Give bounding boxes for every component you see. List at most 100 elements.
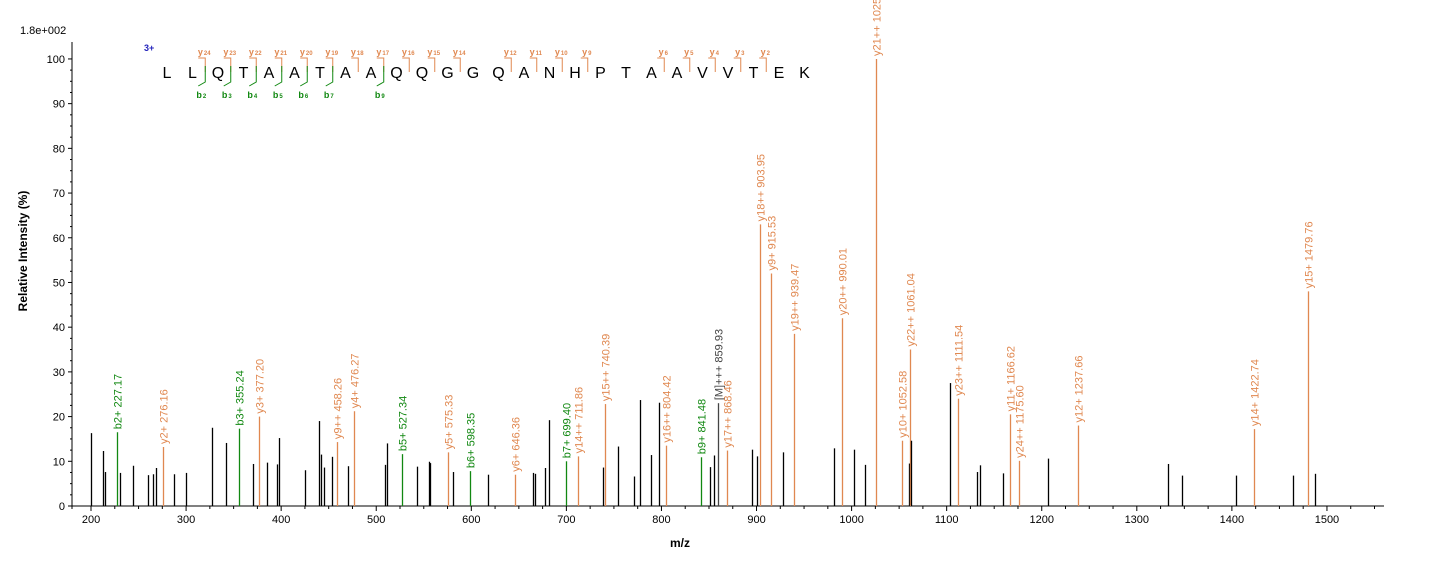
b-ion-bracket <box>325 66 334 87</box>
peak-label: y18++ 903.95 <box>756 154 768 221</box>
peak-label: y3+ 377.20 <box>255 359 267 414</box>
b-ion-label: b6 <box>298 90 309 100</box>
y-ion-bracket <box>376 57 385 72</box>
y-ion-bracket <box>453 57 461 72</box>
y-ion-bracket <box>402 57 410 72</box>
x-tick-label: 1200 <box>1029 514 1053 526</box>
y-tick-label: 90 <box>53 99 65 111</box>
y-tick-label: 100 <box>47 54 65 66</box>
y-ion-number: 15 <box>433 51 440 57</box>
y-ion-label: y19 <box>325 47 338 57</box>
peak-label: y14+ 1422.74 <box>1250 359 1262 426</box>
y-ion-label: y16 <box>402 47 415 57</box>
peak-label: y22++ 1061.04 <box>906 273 918 346</box>
peak-label: y12+ 1237.66 <box>1074 356 1086 423</box>
y-tick-label: 20 <box>53 412 65 424</box>
peak-label: y9++ 458.26 <box>333 378 345 439</box>
residue: T <box>749 65 759 82</box>
residue: L <box>188 65 197 82</box>
x-tick-label: 700 <box>557 514 575 526</box>
b-ion-number: 7 <box>330 94 334 100</box>
residue: Q <box>390 65 402 82</box>
b-ion-label: b5 <box>273 90 284 100</box>
b-ion-bracket <box>376 66 385 87</box>
y-ion-label: y6 <box>659 47 669 57</box>
residue: P <box>595 65 606 82</box>
y-axis-title: Relative Intensity (%) <box>16 191 30 312</box>
y-ion-bracket <box>249 57 257 72</box>
y-ion-label: y20 <box>300 47 313 57</box>
y-ion-number: 16 <box>408 51 415 57</box>
y-tick-label: 80 <box>53 143 65 155</box>
residue: Q <box>416 65 428 82</box>
y-ion-number: 17 <box>382 51 389 57</box>
y-ion-bracket <box>300 57 308 72</box>
y-ion-number: 5 <box>690 51 694 57</box>
y-ion-number: 12 <box>510 51 517 57</box>
b-ion-bracket <box>223 66 232 87</box>
peak-label: y15++ 740.39 <box>601 334 613 401</box>
y-ion-number: 20 <box>306 51 313 57</box>
y-ion-number: 14 <box>459 51 466 57</box>
y-ion-bracket <box>427 57 436 72</box>
peaks <box>90 58 1317 506</box>
y-ion-number: 21 <box>280 51 287 57</box>
x-tick-label: 800 <box>652 514 670 526</box>
y-ion-label: y23 <box>223 47 236 57</box>
y-ion-bracket <box>580 57 589 72</box>
y-ion-number: 4 <box>716 51 720 57</box>
y-ion-number: 10 <box>561 51 568 57</box>
residue: Q <box>212 65 224 82</box>
y-ion-label: y11 <box>530 47 543 57</box>
peak-label: b3+ 355.24 <box>235 370 247 425</box>
peak-label: y5+ 575.33 <box>444 395 456 450</box>
peak-label: b5+ 527.34 <box>398 396 410 451</box>
peak-label: y10+ 1052.58 <box>898 371 910 438</box>
peak-label: y16++ 804.42 <box>662 375 674 442</box>
residue: T <box>239 65 249 82</box>
x-tick-label: 1400 <box>1220 514 1244 526</box>
y-ion-label: y22 <box>249 47 262 57</box>
y-tick-label: 50 <box>53 277 65 289</box>
x-tick-label: 900 <box>747 514 765 526</box>
peak-label: y23++ 1111.54 <box>954 325 966 396</box>
b-ion-label: b9 <box>375 90 386 100</box>
y-ion-bracket <box>351 57 359 72</box>
y-ion-number: 11 <box>536 51 543 57</box>
peak-label: y9+ 915.53 <box>767 216 779 271</box>
b-ion-label: b3 <box>222 90 233 100</box>
peak-label: y19++ 939.47 <box>790 264 802 331</box>
y-ion-bracket <box>759 57 767 72</box>
y-tick-label: 60 <box>53 233 65 245</box>
x-axis-title: m/z <box>670 536 690 550</box>
y-ion-label: y18 <box>351 47 364 57</box>
x-tick-label: 600 <box>462 514 480 526</box>
y-ion-number: 23 <box>229 51 236 57</box>
y-ion-bracket <box>529 57 538 72</box>
residue: E <box>774 65 785 82</box>
residue: G <box>441 65 453 82</box>
y-ion-label: y3 <box>735 47 745 57</box>
b-ion-number: 3 <box>228 94 232 100</box>
y-ion-label: y14 <box>453 47 466 57</box>
y-ion-label: y15 <box>427 47 440 57</box>
residue: A <box>366 65 377 82</box>
peak-labels: b2+ 227.17 y2+ 276.16 b3+ 355.24 y3+ 377.20… <box>113 0 1316 472</box>
y-ion-number: 24 <box>204 51 211 57</box>
b-ion-number: 2 <box>203 94 207 100</box>
residue: T <box>621 65 631 82</box>
b-ion-number: 5 <box>279 94 283 100</box>
charge-state: 3+ <box>144 43 154 53</box>
peak-label: y15+ 1479.76 <box>1304 221 1316 288</box>
peak-label: y2+ 276.16 <box>159 389 171 444</box>
y-tick-label: 30 <box>53 367 65 379</box>
residue: L <box>163 65 172 82</box>
peak-label: y21++ 1025.57 <box>872 0 884 56</box>
y-ion-number: 2 <box>767 51 771 57</box>
peak-label: y24++ 1175.60 <box>1015 385 1027 458</box>
y-ion-label: y21 <box>274 47 287 57</box>
peak-label: [M]+++ 859.93 <box>714 329 726 400</box>
y-ion-bracket <box>682 57 691 72</box>
